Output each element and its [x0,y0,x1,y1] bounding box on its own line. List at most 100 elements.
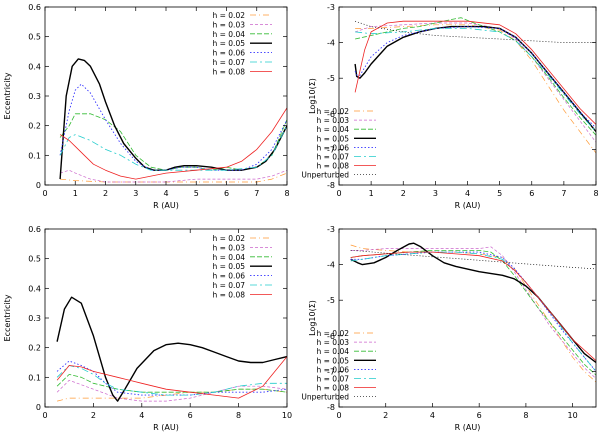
y-tick-label: 0.3 [28,314,41,323]
x-tick-label: 8 [523,411,528,420]
series-line-unperturbed [350,250,596,270]
series-line-h-0-08 [350,251,596,361]
y-tick-label: 0 [36,181,41,190]
legend-label: h = 0.05 [212,39,245,48]
legend-label: h = 0.05 [316,134,349,143]
series-line-h-0-06 [354,26,596,129]
legend-label: h = 0.04 [212,253,245,262]
y-tick-label: -3 [327,3,335,12]
x-tick-label: 5 [194,189,199,198]
x-tick-label: 10 [282,411,292,420]
y-tick-label: -4 [327,261,335,270]
y-tick-label: -8 [327,403,335,412]
series-line-h-0-03 [56,379,287,402]
y-tick-label: -4 [327,39,335,48]
x-tick-label: 1 [73,189,78,198]
y-tick-label: -7 [327,367,335,376]
x-tick-label: 4 [163,189,168,198]
x-tick-label: 8 [593,189,598,198]
chart-panel-1: 0 1 2 3 4 5 6 7 8 0 0.1 0.2 0.3 0.4 0.5 0.6 R (AU) Eccent… [3,3,290,210]
series-line-h-0-07 [350,251,596,372]
y-tick-label: 0.1 [28,151,41,160]
series-line-h-0-07 [56,365,287,396]
y-tick-label: 0.5 [28,255,41,264]
x-tick-label: 3 [433,189,438,198]
legend-label: Unperturbed [301,393,349,402]
legend-label: h = 0.03 [316,116,349,125]
x-tick-label: 7 [254,189,259,198]
legend-label: h = 0.08 [316,384,349,393]
y-tick-label: 0.6 [28,3,41,12]
legend-label: h = 0.04 [316,125,349,134]
x-axis-label: R (AU) [153,423,179,432]
legend-label: h = 0.02 [212,234,245,243]
x-tick-label: 5 [497,189,502,198]
series-line-h-0-06 [59,83,287,171]
legend-label: h = 0.08 [316,162,349,171]
y-tick-label: -5 [327,296,335,305]
series-line-h-0-02 [60,172,287,183]
series-line-h-0-04 [350,249,596,376]
x-tick-label: 6 [224,189,229,198]
legend-label: h = 0.07 [212,281,245,290]
y-tick-label: 0.2 [28,344,41,353]
legend-label: h = 0.03 [212,20,245,29]
legend-label: h = 0.08 [212,290,245,299]
legend-label: h = 0.02 [316,107,349,116]
legend-label: h = 0.07 [316,153,349,162]
y-tick-label: 0.4 [28,284,41,293]
series-line-h-0-08 [354,20,596,125]
x-tick-label: 3 [133,189,138,198]
x-tick-label: 6 [188,411,193,420]
plot-frame [44,228,288,408]
x-tick-label: 0 [336,411,341,420]
series-line-h-0-05 [354,25,596,133]
x-tick-label: 2 [383,411,388,420]
legend-label: h = 0.02 [212,11,245,20]
y-tick-label: 0.3 [28,92,41,101]
series-line-h-0-05 [59,58,287,180]
series-line-h-0-06 [56,360,287,396]
legend-label: Unperturbed [301,171,349,180]
legend-label: h = 0.07 [316,375,349,384]
legend-label: h = 0.07 [212,58,245,67]
chart-panel-2: 0 1 2 3 4 5 6 7 8-8-7-6-5-4-3R (AU)Log10(Σ) h = 0… [301,3,598,210]
y-tick-label: -7 [327,145,335,154]
legend-label: h = 0.06 [316,365,349,374]
legend-label: h = 0.06 [212,49,245,58]
series-line-h-0-02 [355,24,596,154]
x-tick-label: 7 [561,189,566,198]
y-axis-label: Eccentricity [3,72,12,119]
x-tick-label: 1 [369,189,374,198]
x-tick-label: 6 [477,411,482,420]
series-line-h-0-07 [355,27,596,132]
y-tick-label: 0 [36,403,41,412]
y-tick-label: 0.2 [28,122,41,131]
legend-label: h = 0.06 [316,143,349,152]
y-tick-label: -3 [327,225,335,234]
series-line-h-0-08 [56,356,287,399]
legend-label: h = 0.08 [212,67,245,76]
y-tick-label: -6 [327,110,335,119]
x-tick-label: 4 [139,411,144,420]
x-tick-label: 0 [336,189,341,198]
x-tick-label: 0 [42,411,47,420]
x-tick-label: 10 [568,411,578,420]
y-tick-label: 0.5 [28,33,41,42]
y-axis-label: Log10(Σ) [308,300,317,336]
y-tick-label: 0.1 [28,373,41,382]
series-line-h-0-08 [59,107,287,180]
series-line-h-0-05 [56,296,287,402]
x-tick-label: 6 [529,189,534,198]
y-tick-label: -5 [327,74,335,83]
x-tick-label: 2 [103,189,108,198]
x-tick-label: 2 [401,189,406,198]
x-tick-label: 8 [236,411,241,420]
legend-label: h = 0.03 [212,243,245,252]
x-tick-label: 4 [465,189,470,198]
series-line-unperturbed [354,20,596,43]
y-tick-label: 0.4 [28,62,41,71]
series-line-h-0-03 [350,246,596,379]
chart-panel-3: 0 2 4 6 8 10 0 0.1 0.2 0.3 0.4 0.5 0.6 R (AU) Eccentri… [3,225,292,432]
